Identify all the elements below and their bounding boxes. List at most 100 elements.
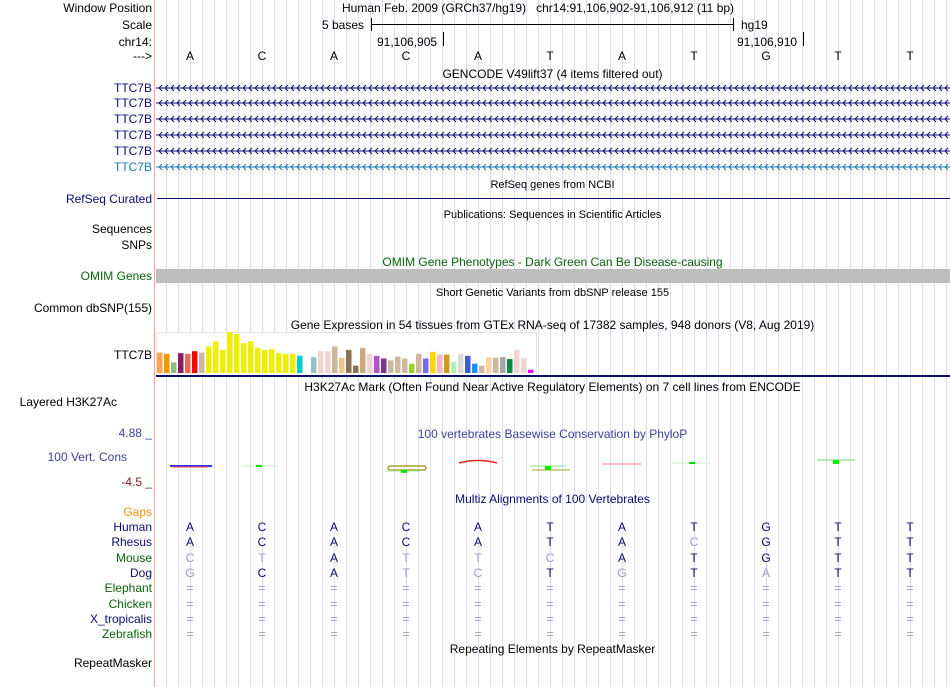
gtex-tissue-bar[interactable]: [423, 358, 429, 374]
h3k27ac-title[interactable]: H3K27Ac Mark (Often Found Near Active Re…: [304, 380, 801, 394]
gencode-transcript[interactable]: [156, 147, 950, 155]
gtex-tissue-bar[interactable]: [290, 353, 296, 373]
alignment-base: =: [330, 611, 338, 626]
gtex-tissue-bar[interactable]: [248, 341, 254, 373]
gtex-title[interactable]: Gene Expression in 54 tissues from GTEx …: [290, 318, 815, 332]
gtex-tissue-bar[interactable]: [234, 334, 240, 373]
gencode-gene-label[interactable]: TTC7B: [113, 160, 152, 174]
gtex-tissue-bar[interactable]: [318, 351, 324, 373]
species-label[interactable]: Chicken: [108, 596, 152, 611]
h3k27ac-label[interactable]: Layered H3K27Ac: [19, 395, 117, 409]
gtex-tissue-bar[interactable]: [409, 363, 415, 373]
gtex-tissue-bar[interactable]: [416, 353, 422, 373]
gencode-transcript[interactable]: [156, 115, 950, 123]
species-label[interactable]: Elephant: [104, 581, 152, 596]
publications-title[interactable]: Publications: Sequences in Scientific Ar…: [443, 209, 662, 221]
sequences-label[interactable]: Sequences: [91, 222, 152, 236]
repeatmasker-label[interactable]: RepeatMasker: [73, 656, 152, 670]
gtex-tissue-bar[interactable]: [374, 355, 380, 373]
species-label[interactable]: X_tropicalis: [89, 611, 152, 626]
alignment-base: T: [834, 535, 842, 550]
gtex-tissue-bar[interactable]: [381, 358, 387, 374]
refseq-gene-line[interactable]: [157, 198, 950, 199]
refseq-label[interactable]: RefSeq Curated: [65, 192, 152, 206]
repeatmasker-title[interactable]: Repeating Elements by RepeatMasker: [449, 642, 656, 656]
gtex-tissue-bar[interactable]: [206, 346, 212, 374]
gencode-transcript[interactable]: [156, 163, 950, 171]
gtex-tissue-bar[interactable]: [486, 357, 492, 373]
snps-label[interactable]: SNPs: [121, 238, 152, 252]
gtex-label[interactable]: TTC7B: [113, 348, 152, 362]
gtex-tissue-bar[interactable]: [164, 353, 170, 373]
gtex-tissue-bar[interactable]: [500, 357, 506, 373]
gtex-tissue-bar[interactable]: [332, 346, 338, 374]
gtex-tissue-bar[interactable]: [269, 349, 275, 373]
gtex-tissue-bar[interactable]: [437, 354, 443, 374]
refseq-title[interactable]: RefSeq genes from NCBI: [490, 179, 615, 191]
gtex-tissue-bar[interactable]: [178, 353, 184, 373]
alignment-base: =: [906, 627, 914, 642]
gaps-label[interactable]: Gaps: [123, 505, 152, 519]
gencode-gene-label[interactable]: TTC7B: [113, 81, 152, 95]
gtex-tissue-bar[interactable]: [458, 353, 464, 373]
gtex-tissue-bar[interactable]: [465, 355, 471, 373]
gencode-gene-label[interactable]: TTC7B: [113, 144, 152, 158]
gtex-tissue-bar[interactable]: [276, 353, 282, 373]
gtex-tissue-bar[interactable]: [262, 349, 268, 373]
gtex-tissue-bar[interactable]: [388, 360, 394, 373]
gencode-transcript[interactable]: [156, 84, 950, 92]
gtex-tissue-bar[interactable]: [444, 354, 450, 374]
gtex-tissue-bar[interactable]: [241, 343, 247, 373]
dbsnp-label[interactable]: Common dbSNP(155): [33, 301, 152, 315]
gencode-gene-label[interactable]: TTC7B: [113, 112, 152, 126]
gtex-tissue-bar[interactable]: [297, 355, 303, 373]
dbsnp-title[interactable]: Short Genetic Variants from dbSNP releas…: [435, 287, 670, 299]
species-label[interactable]: Rhesus: [111, 535, 152, 550]
gtex-tissue-bar[interactable]: [402, 358, 408, 374]
gtex-tissue-bar[interactable]: [311, 357, 317, 373]
omim-title[interactable]: OMIM Gene Phenotypes - Dark Green Can Be…: [382, 255, 723, 269]
conservation-label[interactable]: 100 Vert. Cons: [47, 450, 127, 464]
omim-label[interactable]: OMIM Genes: [80, 269, 152, 283]
multiz-title[interactable]: Multiz Alignments of 100 Vertebrates: [455, 492, 650, 506]
gtex-tissue-bar[interactable]: [171, 362, 177, 373]
gtex-tissue-bar[interactable]: [157, 352, 163, 374]
gtex-tissue-bar[interactable]: [220, 349, 226, 373]
gencode-gene-label[interactable]: TTC7B: [113, 96, 152, 110]
omim-gene-bar[interactable]: [156, 269, 950, 283]
gtex-tissue-bar[interactable]: [192, 351, 198, 373]
gtex-tissue-bar[interactable]: [360, 347, 366, 373]
gtex-tissue-bar[interactable]: [283, 353, 289, 373]
gtex-tissue-bar[interactable]: [199, 352, 205, 374]
gtex-tissue-bar[interactable]: [346, 349, 352, 373]
gtex-tissue-bar[interactable]: [353, 365, 359, 373]
gtex-tissue-bar[interactable]: [528, 369, 534, 373]
gtex-tissue-bar[interactable]: [227, 332, 233, 373]
gtex-tissue-bar[interactable]: [255, 347, 261, 373]
gtex-tissue-bar[interactable]: [451, 361, 457, 373]
species-label[interactable]: Dog: [129, 565, 152, 580]
scale-bar: [371, 24, 734, 25]
species-label[interactable]: Zebrafish: [101, 627, 152, 642]
gtex-tissue-bar[interactable]: [479, 365, 485, 373]
gencode-transcript[interactable]: [156, 99, 950, 107]
gtex-tissue-bar[interactable]: [514, 349, 520, 373]
gtex-tissue-bar[interactable]: [339, 357, 345, 373]
gtex-tissue-bar[interactable]: [395, 356, 401, 374]
species-label[interactable]: Mouse: [115, 550, 152, 565]
gencode-transcript[interactable]: [156, 131, 950, 139]
gtex-tissue-bar[interactable]: [507, 359, 513, 373]
gtex-tissue-bar[interactable]: [493, 357, 499, 373]
gencode-gene-label[interactable]: TTC7B: [113, 128, 152, 142]
gtex-tissue-bar[interactable]: [521, 357, 527, 373]
gtex-tissue-bar[interactable]: [430, 351, 436, 373]
gtex-tissue-bar[interactable]: [367, 353, 373, 373]
gtex-tissue-bar[interactable]: [185, 353, 191, 373]
gtex-tissue-bar[interactable]: [472, 363, 478, 373]
gtex-tissue-bar[interactable]: [325, 351, 331, 373]
species-label[interactable]: Human: [113, 520, 152, 534]
gencode-title[interactable]: GENCODE V49lift37 (4 items filtered out): [442, 67, 663, 81]
gtex-tissue-bar[interactable]: [213, 341, 219, 373]
conservation-title[interactable]: 100 vertebrates Basewise Conservation by…: [417, 427, 688, 441]
